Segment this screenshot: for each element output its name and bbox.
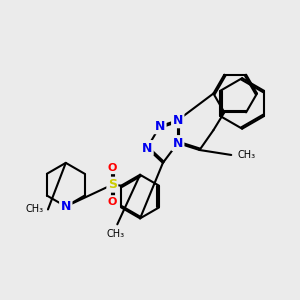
Text: CH₃: CH₃	[107, 229, 125, 239]
Text: N: N	[172, 136, 183, 150]
Text: N: N	[172, 114, 183, 127]
Text: N: N	[142, 142, 152, 154]
Text: S: S	[108, 178, 117, 191]
Text: O: O	[108, 196, 117, 206]
Text: N: N	[155, 120, 165, 133]
Text: CH₃: CH₃	[237, 150, 255, 160]
Text: O: O	[108, 163, 117, 173]
Text: N: N	[61, 200, 71, 213]
Text: CH₃: CH₃	[26, 204, 44, 214]
